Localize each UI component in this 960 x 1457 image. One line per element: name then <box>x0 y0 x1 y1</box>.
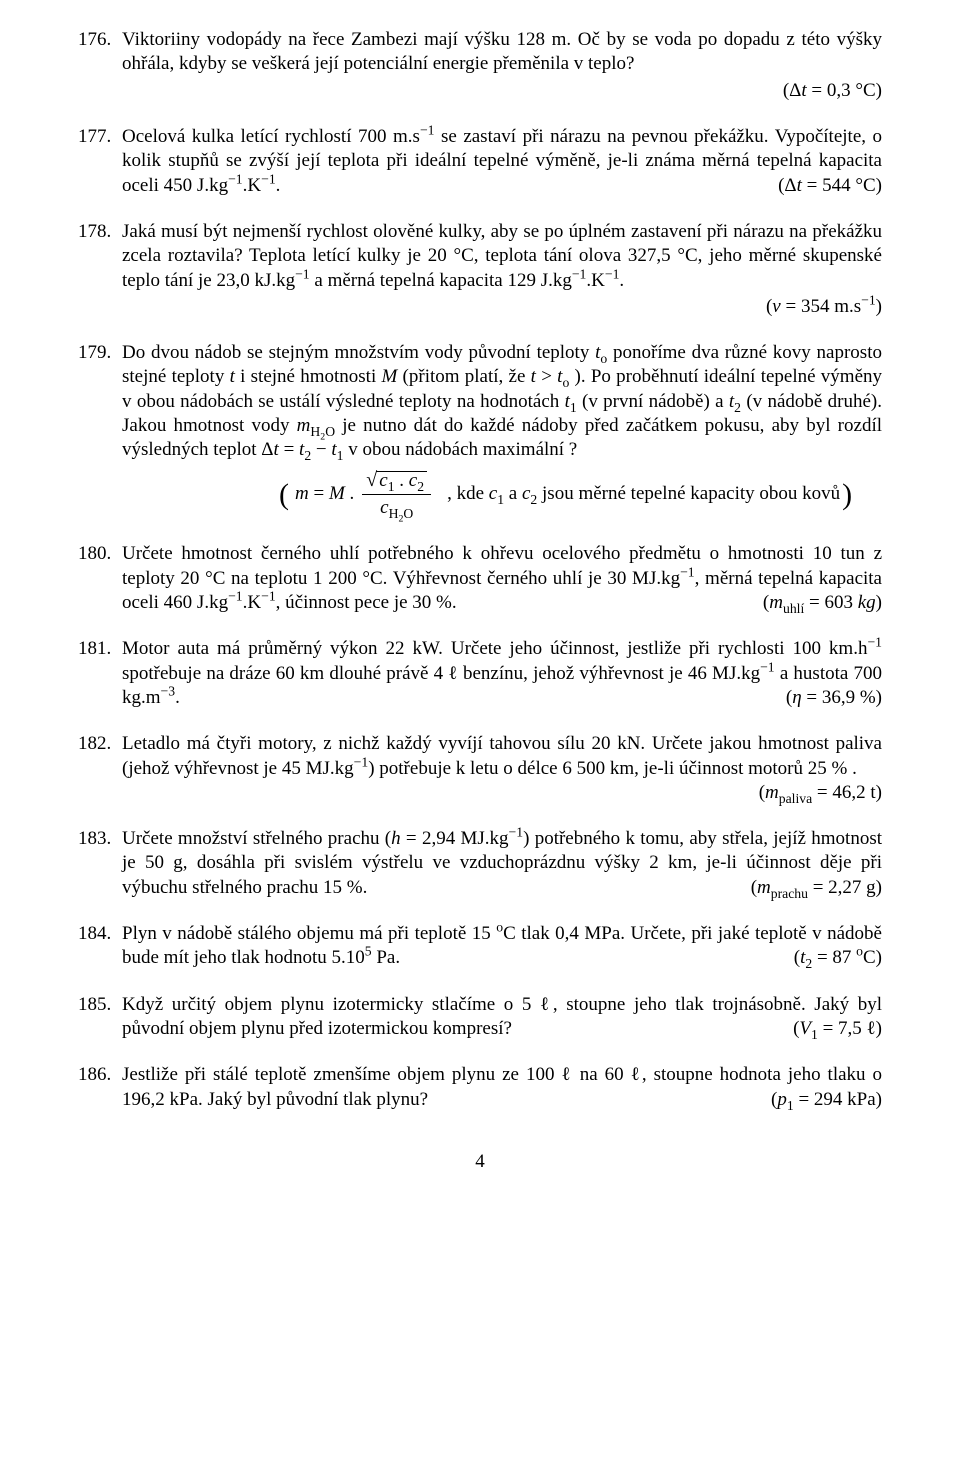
problem-179: 179. Do dvou nádob se stejným množstvím … <box>78 341 882 520</box>
problem-body: Letadlo má čtyři motory, z nichž každý v… <box>122 732 882 805</box>
problem-number: 182. <box>78 732 122 805</box>
problem-text: Do dvou nádob se stejným množstvím vody … <box>122 342 882 460</box>
problem-number: 186. <box>78 1063 122 1112</box>
problem-183: 183. Určete množství střelného prachu (h… <box>78 827 882 900</box>
formula-tail: , kde c1 a c2 jsou měrné tepelné kapacit… <box>447 482 840 506</box>
problem-answer: (V1 = 7,5 ℓ) <box>793 1017 882 1041</box>
problem-text: Jaká musí být nejmenší rychlost olověné … <box>122 221 882 291</box>
problem-177: 177. Ocelová kulka letící rychlostí 700 … <box>78 125 882 198</box>
problem-176: 176. Viktoriiny vodopády na řece Zambezi… <box>78 28 882 103</box>
problem-number: 179. <box>78 341 122 520</box>
problem-text: Jestliže při stálé teplotě zmenšíme obje… <box>122 1064 882 1109</box>
problem-181: 181. Motor auta má průměrný výkon 22 kW.… <box>78 637 882 710</box>
problem-body: Ocelová kulka letící rychlostí 700 m.s−1… <box>122 125 882 198</box>
problem-text: Plyn v nádobě stálého objemu má při tepl… <box>122 923 882 968</box>
problem-body: Viktoriiny vodopády na řece Zambezi mají… <box>122 28 882 103</box>
problem-182: 182. Letadlo má čtyři motory, z nichž ka… <box>78 732 882 805</box>
problem-answer: (muhlí = 603 kg) <box>763 591 882 615</box>
problem-186: 186. Jestliže při stálé teplotě zmenšíme… <box>78 1063 882 1112</box>
problem-body: Určete množství střelného prachu (h = 2,… <box>122 827 882 900</box>
problem-answer: (mprachu = 2,27 g) <box>751 876 882 900</box>
formula-top: c1 . c2 <box>376 471 427 490</box>
problem-178: 178. Jaká musí být nejmenší rychlost olo… <box>78 220 882 319</box>
problem-answer: (mpaliva = 46,2 t) <box>759 781 882 805</box>
problem-answer: (v = 354 m.s−1) <box>122 295 882 319</box>
problem-body: Když určitý objem plynu izotermicky stla… <box>122 993 882 1042</box>
right-paren: ) <box>840 480 854 510</box>
problem-text: Viktoriiny vodopády na řece Zambezi mají… <box>122 29 882 74</box>
problem-number: 184. <box>78 922 122 971</box>
problem-number: 183. <box>78 827 122 900</box>
formula-lead: m = M . <box>295 482 354 506</box>
formula-fraction: √ c1 . c2 cH2O <box>362 469 431 521</box>
problem-body: Plyn v nádobě stálého objemu má při tepl… <box>122 922 882 971</box>
left-paren: ( <box>277 480 291 510</box>
problem-body: Určete hmotnost černého uhlí potřebného … <box>122 542 882 615</box>
problem-answer: (Δt = 544 °C) <box>778 174 882 198</box>
problem-number: 178. <box>78 220 122 319</box>
problem-answer: (Δt = 0,3 °C) <box>122 79 882 103</box>
problem-184: 184. Plyn v nádobě stálého objemu má při… <box>78 922 882 971</box>
problem-answer: (η = 36,9 %) <box>786 686 882 710</box>
problem-185: 185. Když určitý objem plynu izotermicky… <box>78 993 882 1042</box>
problem-formula: ( m = M . √ c1 . c2 cH2O , kde c1 a c2 j… <box>122 469 882 521</box>
problem-180: 180. Určete hmotnost černého uhlí potřeb… <box>78 542 882 615</box>
problem-answer: (p1 = 294 kPa) <box>771 1088 882 1112</box>
problem-number: 177. <box>78 125 122 198</box>
page-number: 4 <box>78 1150 882 1174</box>
problem-answer: (t2 = 87 oC) <box>794 946 882 970</box>
problem-number: 181. <box>78 637 122 710</box>
problem-text: Když určitý objem plynu izotermicky stla… <box>122 994 882 1039</box>
problem-body: Jestliže při stálé teplotě zmenšíme obje… <box>122 1063 882 1112</box>
problem-body: Motor auta má průměrný výkon 22 kW. Urče… <box>122 637 882 710</box>
problem-text: Ocelová kulka letící rychlostí 700 m.s−1… <box>122 126 882 196</box>
problem-text: Motor auta má průměrný výkon 22 kW. Urče… <box>122 638 882 708</box>
problem-text: Letadlo má čtyři motory, z nichž každý v… <box>122 733 882 778</box>
problem-number: 185. <box>78 993 122 1042</box>
problem-body: Do dvou nádob se stejným množstvím vody … <box>122 341 882 520</box>
formula-bot: cH2O <box>362 495 431 520</box>
problem-number: 180. <box>78 542 122 615</box>
problem-body: Jaká musí být nejmenší rychlost olověné … <box>122 220 882 319</box>
problem-number: 176. <box>78 28 122 103</box>
